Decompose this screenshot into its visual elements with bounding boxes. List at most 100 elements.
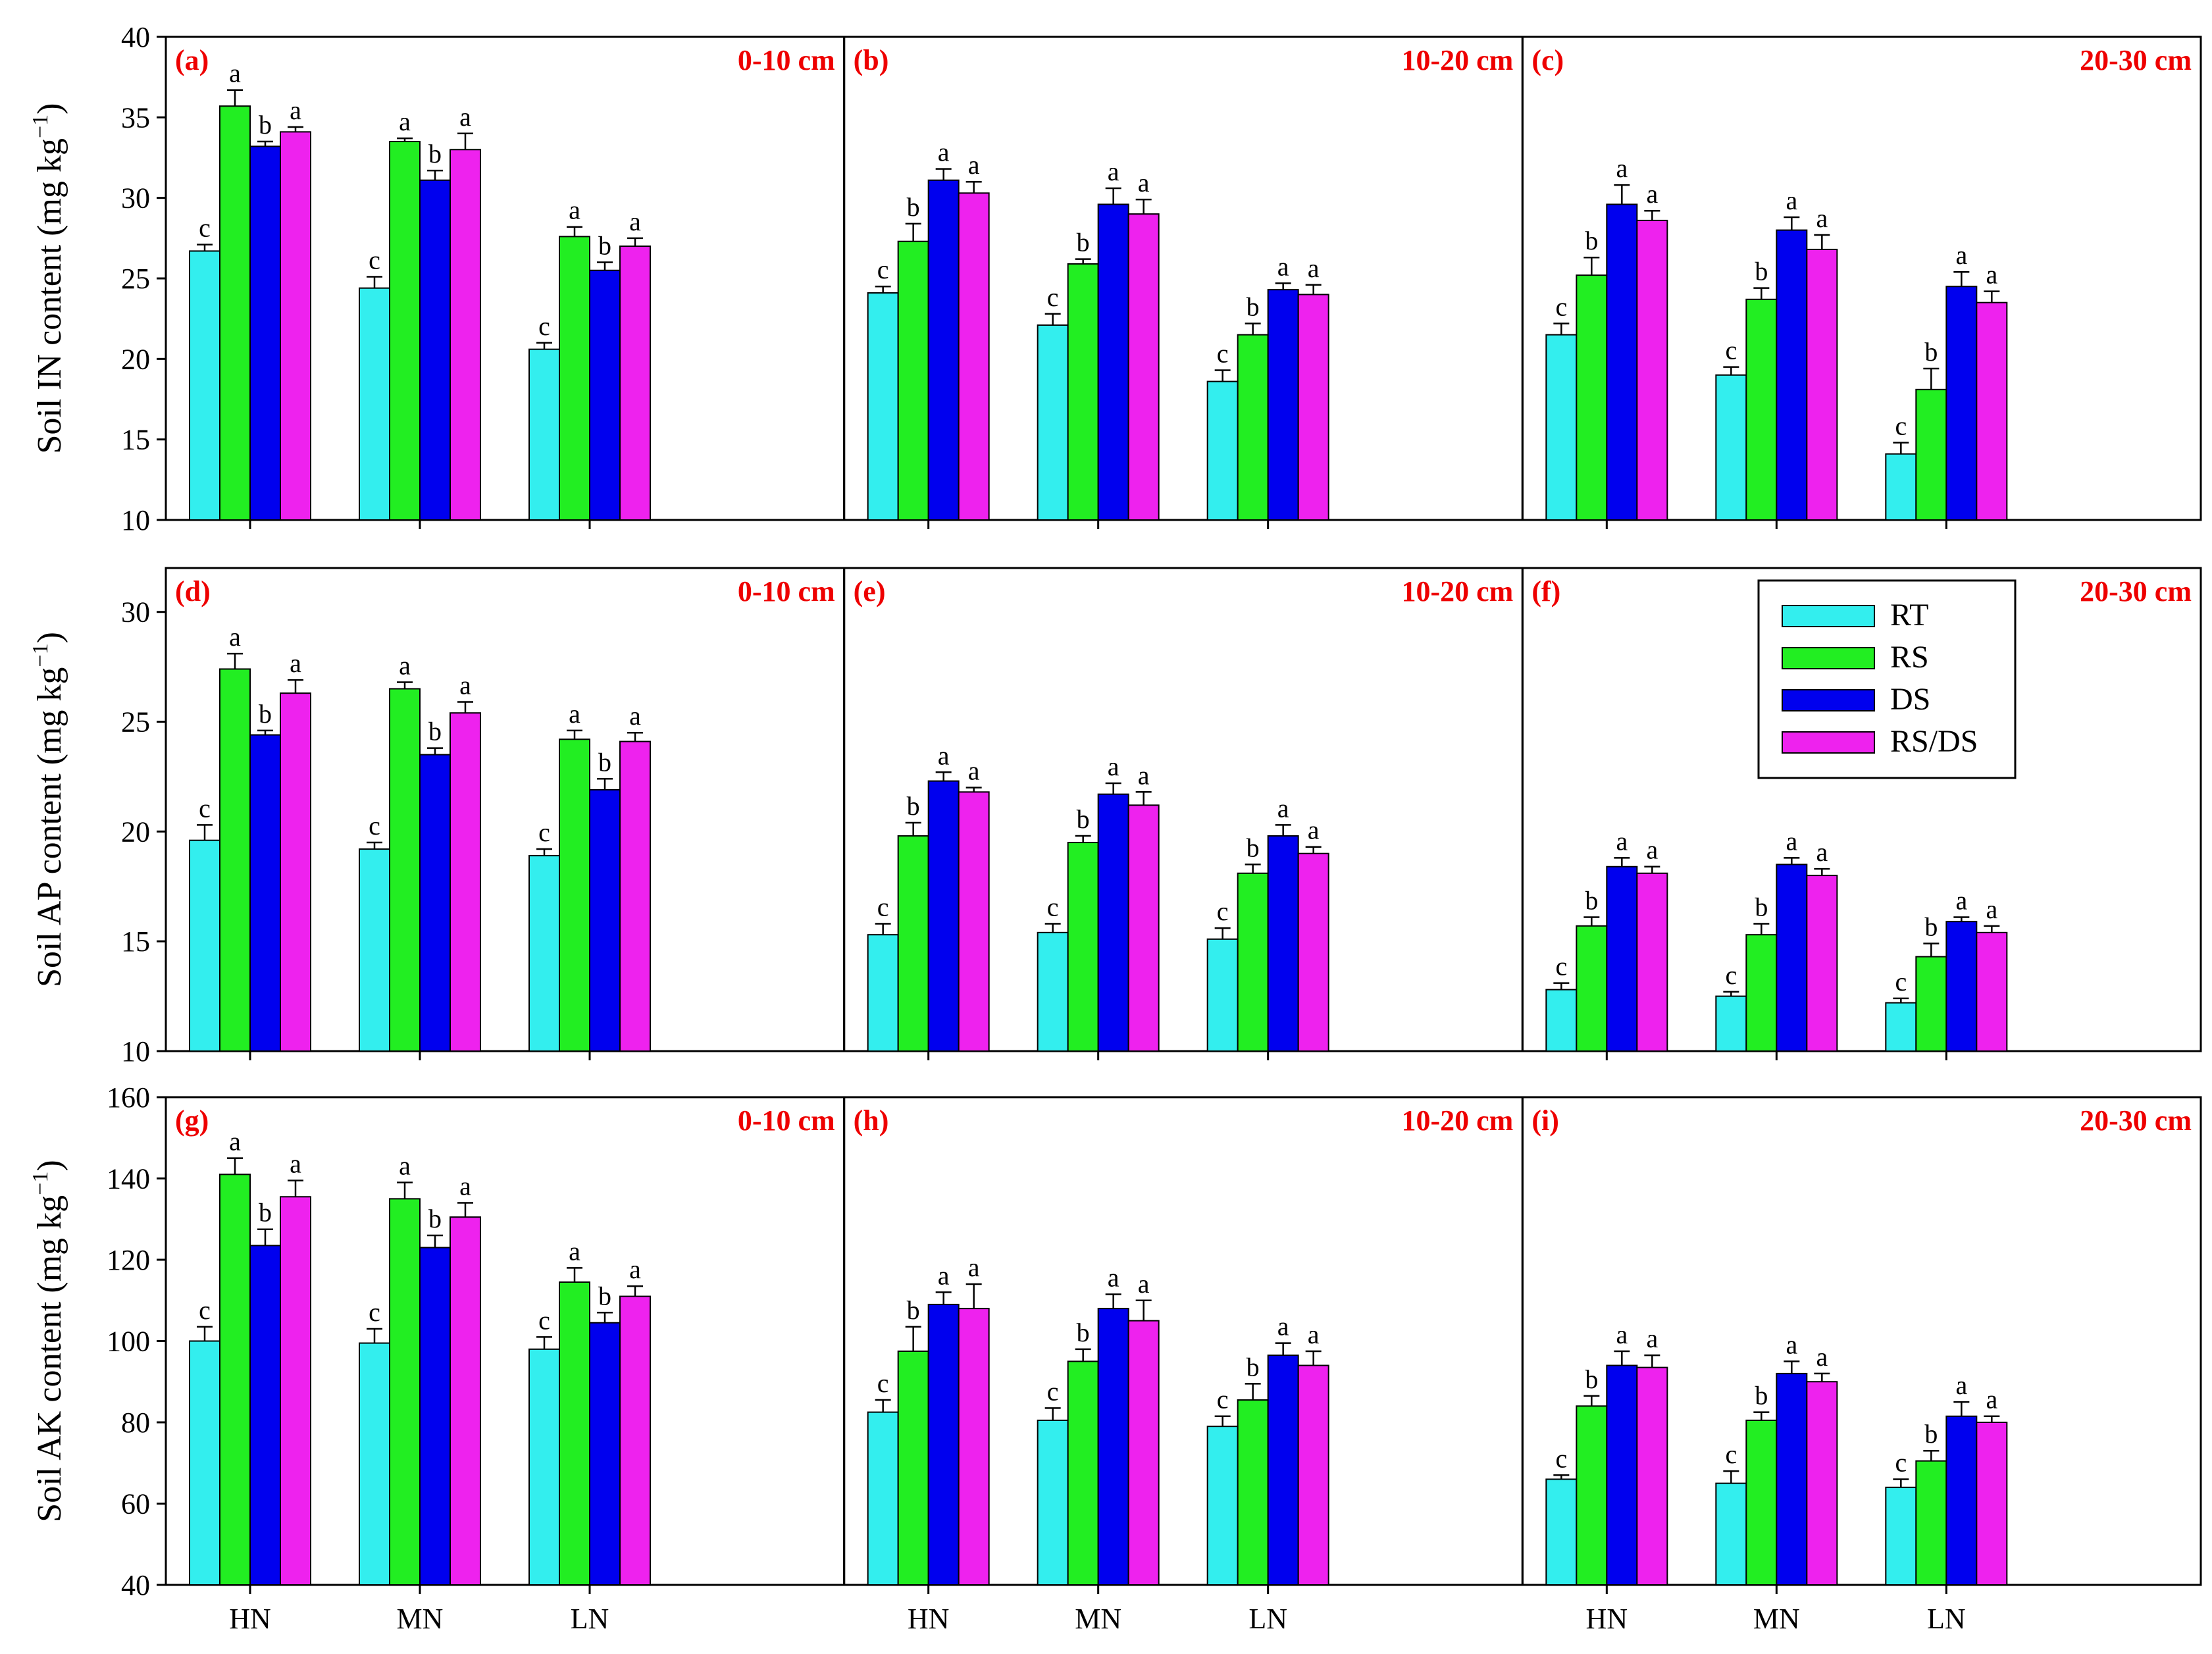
significance-letter: c bbox=[1217, 896, 1229, 926]
depth-label: 20-30 cm bbox=[2080, 44, 2192, 76]
significance-letter: a bbox=[1308, 815, 1320, 845]
bar-rs-ds-mn bbox=[450, 149, 481, 521]
significance-letter: b bbox=[598, 1281, 611, 1310]
bar-rt-hn bbox=[189, 1340, 220, 1586]
significance-letter: a bbox=[1986, 260, 1997, 290]
significance-letter: c bbox=[1555, 1443, 1567, 1473]
significance-letter: c bbox=[538, 311, 550, 341]
y-tick-label: 35 bbox=[121, 101, 150, 134]
significance-letter: c bbox=[1555, 292, 1567, 322]
significance-letter: a bbox=[968, 756, 980, 786]
significance-letter: b bbox=[1585, 1364, 1598, 1394]
y-axis-title-close: ) bbox=[31, 103, 68, 114]
bar-rs-ds-ln bbox=[619, 246, 651, 521]
significance-letter: a bbox=[229, 59, 241, 88]
bar-rt-ln bbox=[528, 1348, 560, 1586]
panel-label: (d) bbox=[175, 575, 211, 607]
bar-rs-ln bbox=[1237, 1399, 1269, 1586]
significance-letter: b bbox=[1077, 804, 1090, 834]
significance-letter: b bbox=[1247, 1352, 1260, 1382]
bar-rs-ln bbox=[559, 738, 590, 1052]
x-tick-label-ln: LN bbox=[1248, 1603, 1287, 1635]
significance-letter: a bbox=[569, 195, 580, 225]
significance-letter: a bbox=[569, 699, 580, 729]
significance-letter: a bbox=[459, 671, 471, 700]
significance-letter: c bbox=[199, 793, 211, 823]
bar-rs-ds-mn bbox=[1127, 1320, 1160, 1586]
bar-rs-ds-hn bbox=[280, 692, 311, 1052]
significance-letter: c bbox=[538, 817, 550, 847]
bar-ds-mn bbox=[419, 1247, 451, 1586]
bar-rs-ds-ln bbox=[1297, 1364, 1329, 1586]
y-axis-title-close: ) bbox=[31, 1160, 68, 1171]
significance-letter: a bbox=[1646, 835, 1658, 865]
bar-ds-ln bbox=[1945, 1415, 1978, 1586]
significance-letter: c bbox=[1895, 967, 1907, 996]
bar-rs-ds-mn bbox=[1127, 213, 1160, 521]
bar-rs-ds-ln bbox=[1976, 931, 2008, 1052]
bar-ds-ln bbox=[1267, 835, 1299, 1052]
y-tick-label: 80 bbox=[121, 1407, 150, 1439]
bar-ds-hn bbox=[1606, 203, 1638, 521]
bar-rs-mn bbox=[389, 141, 421, 521]
significance-letter: c bbox=[369, 811, 380, 840]
significance-letter: a bbox=[1955, 885, 1967, 915]
significance-letter: c bbox=[1895, 411, 1907, 441]
bar-rs-ln bbox=[559, 236, 590, 521]
bar-rs-ds-ln bbox=[1976, 1422, 2008, 1586]
bar-rt-mn bbox=[1715, 1482, 1747, 1586]
bar-rs-hn bbox=[1576, 1405, 1608, 1586]
y-axis-title-superscript: −1 bbox=[28, 643, 53, 667]
bar-rs-hn bbox=[897, 835, 929, 1052]
bar-rs-ds-mn bbox=[1127, 804, 1160, 1052]
bar-ds-hn bbox=[249, 734, 281, 1052]
bar-rt-ln bbox=[1885, 1002, 1917, 1052]
y-axis-title: Soil IN content (mg kg−1) bbox=[28, 103, 68, 453]
bar-rt-hn bbox=[867, 934, 899, 1052]
bar-rs-mn bbox=[1745, 934, 1778, 1052]
bar-rs-ds-ln bbox=[1297, 294, 1329, 521]
y-tick-label: 120 bbox=[107, 1244, 150, 1276]
bar-ds-hn bbox=[927, 179, 960, 521]
significance-letter: b bbox=[1247, 833, 1260, 862]
significance-letter: b bbox=[1077, 228, 1090, 257]
bar-rt-ln bbox=[528, 855, 560, 1052]
bar-ds-ln bbox=[1945, 286, 1978, 521]
significance-letter: b bbox=[1924, 337, 1938, 367]
significance-letter: a bbox=[1138, 1269, 1150, 1299]
significance-letter: a bbox=[1108, 157, 1119, 186]
bar-rs-ds-hn bbox=[1636, 1366, 1668, 1586]
bar-rs-ln bbox=[1237, 334, 1269, 521]
bar-rs-ds-mn bbox=[1806, 875, 1838, 1052]
legend-swatch-rt bbox=[1782, 605, 1875, 627]
depth-label: 10-20 cm bbox=[1401, 1104, 1513, 1137]
bar-rs-mn bbox=[389, 1198, 421, 1586]
significance-letter: a bbox=[1986, 894, 1997, 924]
bar-rt-mn bbox=[359, 1342, 390, 1586]
significance-letter: a bbox=[1108, 1262, 1119, 1292]
bar-rs-ln bbox=[1237, 872, 1269, 1052]
legend-swatch-rs-ds bbox=[1782, 731, 1875, 754]
significance-letter: b bbox=[428, 1204, 442, 1233]
significance-letter: a bbox=[938, 740, 950, 770]
significance-letter: a bbox=[1786, 186, 1797, 215]
y-tick-label: 10 bbox=[121, 504, 150, 536]
significance-letter: c bbox=[877, 1368, 889, 1398]
depth-label: 0-10 cm bbox=[738, 1104, 835, 1137]
significance-letter: c bbox=[1895, 1447, 1907, 1477]
bar-ds-ln bbox=[589, 788, 621, 1052]
bar-ds-ln bbox=[1267, 289, 1299, 521]
significance-letter: c bbox=[1725, 1439, 1737, 1469]
bar-rt-hn bbox=[867, 292, 899, 521]
y-tick-label: 25 bbox=[121, 263, 150, 295]
depth-label: 0-10 cm bbox=[738, 575, 835, 607]
significance-letter: a bbox=[1646, 1324, 1658, 1353]
bar-ds-hn bbox=[927, 1303, 960, 1586]
significance-letter: c bbox=[369, 1297, 380, 1327]
y-axis-title-close: ) bbox=[31, 632, 68, 643]
significance-letter: b bbox=[1077, 1318, 1090, 1347]
significance-letter: b bbox=[259, 1198, 272, 1228]
bar-rt-hn bbox=[1545, 989, 1578, 1052]
